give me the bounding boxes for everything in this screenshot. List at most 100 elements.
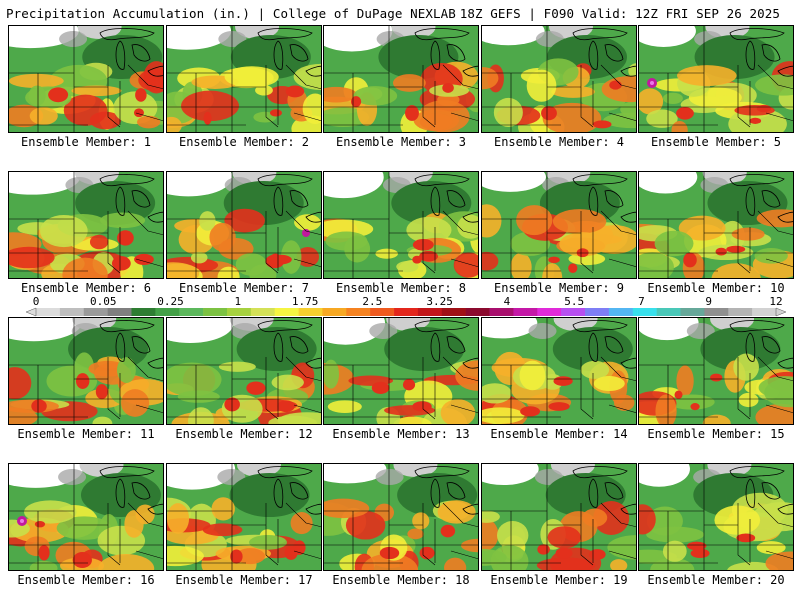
ensemble-member-label: Ensemble Member: 1 (20, 135, 152, 149)
colorbar-swatch (680, 308, 705, 316)
ensemble-panel: Ensemble Member: 6 (8, 171, 164, 295)
colorbar-swatch (394, 308, 419, 316)
ensemble-member-label: Ensemble Member: 3 (335, 135, 467, 149)
ensemble-panel: Ensemble Member: 11 (8, 317, 164, 441)
colorbar-tick-label: 0.25 (157, 296, 184, 308)
ensemble-member-label: Ensemble Member: 12 (175, 427, 313, 441)
ensemble-panel: Ensemble Member: 8 (323, 171, 479, 295)
ensemble-member-label: Ensemble Member: 7 (178, 281, 310, 295)
precip-map (8, 25, 164, 133)
ensemble-member-label: Ensemble Member: 17 (175, 573, 313, 587)
ensemble-member-label: Ensemble Member: 5 (650, 135, 782, 149)
ensemble-panel: Ensemble Member: 18 (323, 463, 479, 587)
precip-map (166, 317, 322, 425)
colorbar-tick-label: 4 (504, 296, 511, 308)
ensemble-panel: Ensemble Member: 10 (638, 171, 794, 295)
ensemble-member-label: Ensemble Member: 14 (490, 427, 628, 441)
colorbar-swatch (274, 308, 299, 316)
colorbar-tick-label: 2.5 (362, 296, 382, 308)
colorbar-swatch (441, 308, 466, 316)
precip-map (166, 171, 322, 279)
run-valid-time: 18Z GEFS | F090 Valid: 12Z FRI SEP 26 20… (459, 6, 780, 21)
ensemble-panel: Ensemble Member: 20 (638, 463, 794, 587)
ensemble-member-label: Ensemble Member: 8 (335, 281, 467, 295)
colorbar-swatch (537, 308, 562, 316)
ensemble-member-label: Ensemble Member: 10 (647, 281, 785, 295)
colorbar-swatch (346, 308, 371, 316)
colorbar-swatch (656, 308, 681, 316)
precip-map (638, 25, 794, 133)
precip-map (481, 463, 637, 571)
precip-map (323, 317, 479, 425)
colorbar-swatch (752, 308, 777, 316)
ensemble-member-label: Ensemble Member: 13 (332, 427, 470, 441)
ensemble-member-label: Ensemble Member: 16 (17, 573, 155, 587)
precip-map (8, 171, 164, 279)
colorbar-swatch (59, 308, 85, 316)
precip-map (8, 317, 164, 425)
ensemble-member-label: Ensemble Member: 20 (647, 573, 785, 587)
chart-title: Precipitation Accumulation (in.) | Colle… (6, 6, 456, 21)
precip-map (638, 317, 794, 425)
ensemble-member-label: Ensemble Member: 19 (490, 573, 628, 587)
precip-map (323, 463, 479, 571)
ensemble-member-label: Ensemble Member: 9 (493, 281, 625, 295)
colorbar-tick-label: 1.75 (292, 296, 319, 308)
ensemble-member-label: Ensemble Member: 6 (20, 281, 152, 295)
colorbar-swatch (36, 308, 61, 316)
colorbar-tick-label: 12 (769, 296, 782, 308)
colorbar-swatch (585, 308, 610, 316)
colorbar-swatch (107, 308, 132, 316)
ensemble-member-label: Ensemble Member: 4 (493, 135, 625, 149)
colorbar-swatch (728, 308, 753, 316)
ensemble-panel: Ensemble Member: 1 (8, 25, 164, 149)
precip-map (481, 317, 637, 425)
ensemble-member-label: Ensemble Member: 2 (178, 135, 310, 149)
colorbar-swatch (465, 308, 490, 316)
precip-map (481, 25, 637, 133)
precip-map (166, 25, 322, 133)
colorbar-swatch (298, 308, 323, 316)
colorbar-tick-label: 3.25 (426, 296, 453, 308)
colorbar-swatch (489, 308, 514, 316)
ensemble-panel: Ensemble Member: 7 (166, 171, 322, 295)
colorbar-tick-label: 5.5 (564, 296, 584, 308)
precip-map (323, 25, 479, 133)
colorbar-swatch (608, 308, 634, 316)
colorbar-swatch (131, 308, 156, 316)
precip-map (638, 463, 794, 571)
colorbar-svg: 0 0.05 0.25 1 1.75 2.5 3.25 4 5.5 7 9 12 (26, 296, 786, 317)
ensemble-panel: Ensemble Member: 3 (323, 25, 479, 149)
colorbar-swatch (83, 308, 108, 316)
ensemble-panel: Ensemble Member: 12 (166, 317, 322, 441)
colorbar-swatch (704, 308, 729, 316)
ensemble-member-label: Ensemble Member: 15 (647, 427, 785, 441)
colorbar-swatch (417, 308, 443, 316)
colorbar-tick-label: 9 (705, 296, 712, 308)
precip-map (638, 171, 794, 279)
colorbar-swatch (322, 308, 347, 316)
colorbar-min-arrow (26, 307, 37, 317)
ensemble-panel: Ensemble Member: 2 (166, 25, 322, 149)
colorbar-swatch (561, 308, 586, 316)
ensemble-panel: Ensemble Member: 19 (481, 463, 637, 587)
colorbar-swatch (513, 308, 538, 316)
precip-map (8, 463, 164, 571)
ensemble-panel: Ensemble Member: 15 (638, 317, 794, 441)
colorbar-swatch (632, 308, 657, 316)
ensemble-panel: Ensemble Member: 13 (323, 317, 479, 441)
colorbar-swatch (179, 308, 204, 316)
colorbar-tick-label: 0.05 (90, 296, 117, 308)
colorbar-tick-label: 1 (235, 296, 242, 308)
ensemble-panel: Ensemble Member: 14 (481, 317, 637, 441)
ensemble-member-label: Ensemble Member: 11 (17, 427, 155, 441)
ensemble-panel: Ensemble Member: 9 (481, 171, 637, 295)
colorbar-swatch (370, 308, 395, 316)
ensemble-panel: Ensemble Member: 17 (166, 463, 322, 587)
colorbar-swatch (203, 308, 228, 316)
colorbar-legend: 0 0.05 0.25 1 1.75 2.5 3.25 4 5.5 7 9 12 (26, 296, 786, 320)
ensemble-panel: Ensemble Member: 5 (638, 25, 794, 149)
ensemble-panel: Ensemble Member: 16 (8, 463, 164, 587)
colorbar-swatch (226, 308, 252, 316)
colorbar-tick-label: 0 (33, 296, 40, 308)
